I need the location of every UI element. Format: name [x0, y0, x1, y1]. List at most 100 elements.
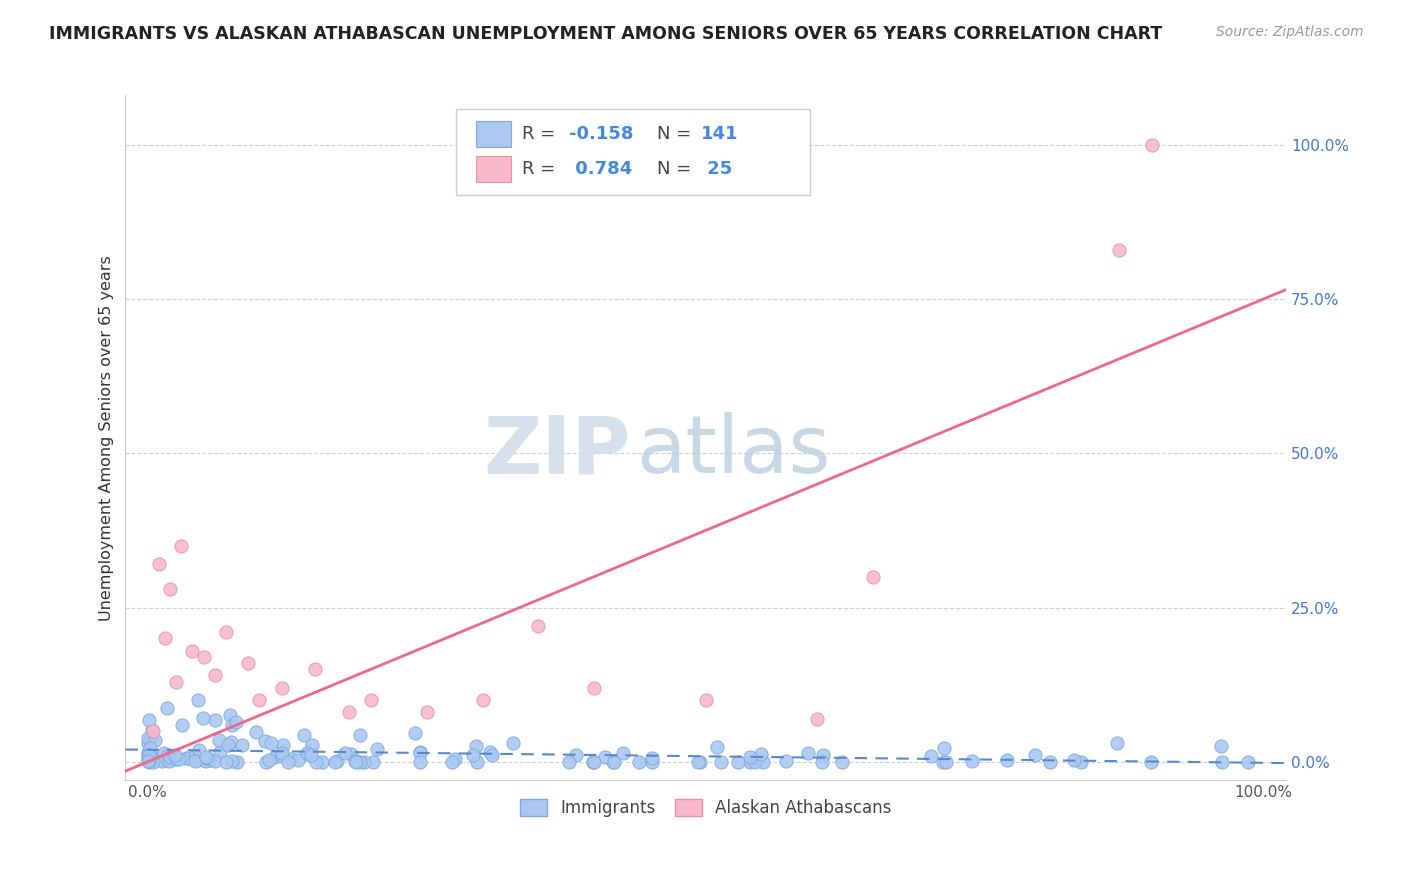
- Point: [935, 755, 957, 769]
- Point: [156, 747, 179, 762]
- Point: [138, 748, 160, 763]
- Point: [1039, 755, 1062, 769]
- Point: [862, 569, 884, 583]
- Legend: Immigrants, Alaskan Athabascans: Immigrants, Alaskan Athabascans: [513, 792, 898, 823]
- Point: [184, 754, 207, 768]
- Point: [221, 755, 243, 769]
- Point: [1211, 755, 1233, 769]
- Point: [1063, 753, 1085, 767]
- Point: [271, 738, 294, 752]
- Point: [471, 693, 494, 707]
- Point: [225, 755, 247, 769]
- Point: [333, 746, 356, 760]
- Text: N =: N =: [657, 126, 697, 144]
- Point: [156, 701, 179, 715]
- Point: [194, 754, 217, 768]
- Point: [159, 750, 181, 764]
- Point: [404, 725, 426, 739]
- Point: [583, 681, 606, 695]
- Point: [165, 752, 187, 766]
- Point: [142, 755, 165, 769]
- Point: [271, 746, 294, 760]
- Point: [337, 706, 360, 720]
- Text: 141: 141: [702, 126, 738, 144]
- Point: [343, 755, 366, 769]
- Point: [148, 558, 170, 572]
- Point: [191, 711, 214, 725]
- Point: [138, 713, 160, 727]
- Point: [153, 754, 176, 768]
- Point: [962, 754, 984, 768]
- Point: [527, 619, 550, 633]
- Point: [257, 752, 280, 766]
- Point: [197, 752, 219, 766]
- Point: [260, 736, 283, 750]
- Point: [311, 755, 333, 769]
- Point: [177, 751, 200, 765]
- Point: [640, 755, 662, 769]
- Point: [409, 745, 432, 759]
- Point: [305, 755, 328, 769]
- Point: [349, 728, 371, 742]
- Text: atlas: atlas: [636, 412, 831, 491]
- Point: [710, 755, 733, 769]
- Point: [138, 752, 160, 766]
- Point: [181, 643, 204, 657]
- Point: [299, 748, 322, 763]
- Point: [706, 739, 728, 754]
- Point: [806, 712, 828, 726]
- Point: [176, 751, 198, 765]
- Point: [752, 755, 775, 769]
- Point: [295, 746, 318, 760]
- Point: [264, 750, 287, 764]
- Point: [247, 693, 270, 707]
- Point: [366, 742, 388, 756]
- Point: [727, 755, 749, 769]
- Point: [612, 747, 634, 761]
- Point: [1070, 755, 1092, 769]
- Y-axis label: Unemployment Among Seniors over 65 years: Unemployment Among Seniors over 65 years: [100, 255, 114, 621]
- Point: [136, 731, 159, 745]
- Point: [361, 755, 384, 769]
- Point: [301, 738, 323, 752]
- Point: [353, 755, 375, 769]
- Point: [141, 723, 163, 737]
- Point: [136, 747, 159, 761]
- Point: [688, 755, 710, 769]
- Point: [297, 747, 319, 762]
- Point: [811, 755, 834, 769]
- Point: [231, 738, 253, 752]
- Point: [558, 755, 581, 769]
- Point: [340, 747, 363, 761]
- Point: [751, 747, 773, 761]
- Point: [932, 741, 955, 756]
- Point: [1108, 243, 1130, 257]
- Point: [1211, 739, 1233, 753]
- Point: [1024, 747, 1046, 762]
- Point: [738, 755, 761, 769]
- Point: [139, 741, 162, 756]
- Point: [1140, 137, 1163, 152]
- Point: [187, 743, 209, 757]
- Point: [1140, 755, 1163, 769]
- Point: [444, 752, 467, 766]
- Point: [287, 753, 309, 767]
- Point: [238, 656, 260, 670]
- Point: [136, 754, 159, 768]
- Point: [207, 733, 229, 747]
- Point: [138, 746, 160, 760]
- Point: [159, 582, 181, 596]
- Point: [156, 748, 179, 763]
- Point: [245, 725, 267, 739]
- Point: [141, 751, 163, 765]
- Text: 25: 25: [702, 160, 733, 178]
- Point: [582, 755, 605, 769]
- Point: [344, 755, 367, 769]
- Point: [254, 734, 277, 748]
- Point: [254, 755, 277, 769]
- Point: [204, 713, 226, 727]
- Point: [193, 649, 215, 664]
- FancyBboxPatch shape: [477, 121, 510, 147]
- Point: [270, 681, 292, 695]
- Point: [360, 693, 382, 707]
